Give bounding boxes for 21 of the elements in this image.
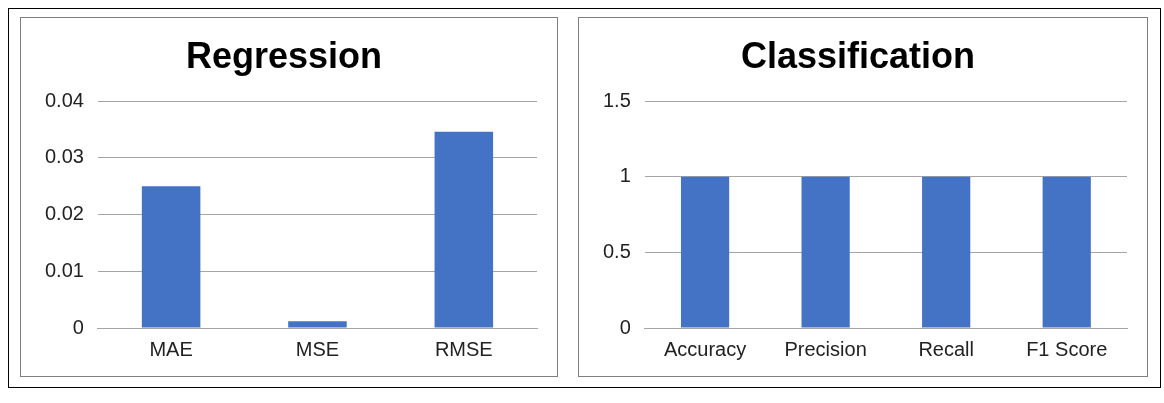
y-tick-label: 0.01 — [44, 258, 84, 281]
y-tick-label: 1.5 — [602, 88, 631, 111]
bar — [434, 131, 494, 328]
x-tick-label: Accuracy — [663, 337, 747, 360]
chart-title: Regression — [185, 34, 383, 76]
y-tick-label: 1 — [619, 164, 631, 187]
x-tick-label: RMSE — [434, 337, 493, 360]
y-tick-label: 0 — [72, 315, 84, 338]
y-tick-label: 0 — [619, 315, 631, 338]
y-tick-label: 0.02 — [44, 202, 84, 225]
x-tick-label: F1 Score — [1026, 337, 1108, 360]
x-tick-label: Precision — [784, 337, 867, 360]
y-tick-label: 0.03 — [44, 145, 84, 168]
y-tick-label: 0.5 — [602, 239, 631, 262]
bar — [288, 321, 347, 328]
bar — [141, 186, 201, 328]
chart-title: Classification — [740, 34, 976, 76]
x-tick-label: Recall — [918, 337, 974, 360]
x-tick-label: MSE — [295, 337, 340, 360]
y-tick-label: 0.04 — [44, 88, 84, 111]
x-tick-label: MAE — [149, 337, 193, 360]
